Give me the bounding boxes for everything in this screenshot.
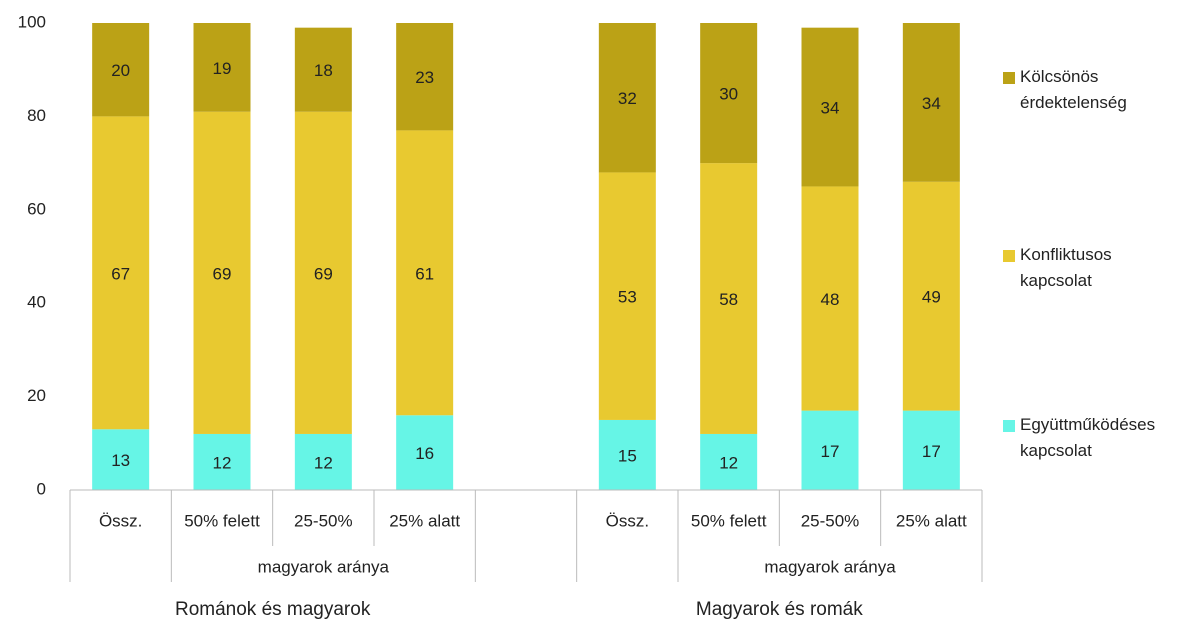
data-label: 17 bbox=[821, 442, 840, 461]
x-tick-label: Össz. bbox=[606, 511, 649, 530]
bar-segment bbox=[700, 433, 758, 490]
bar-segment bbox=[396, 130, 454, 416]
data-label: 23 bbox=[415, 68, 434, 87]
x-tick-label: 25% alatt bbox=[896, 511, 967, 530]
data-label: 34 bbox=[821, 99, 840, 118]
bar-segment bbox=[193, 23, 251, 112]
data-label: 30 bbox=[719, 85, 738, 104]
data-label: 53 bbox=[618, 288, 637, 307]
data-label: 17 bbox=[922, 442, 941, 461]
bar-segment bbox=[294, 27, 352, 112]
data-label: 34 bbox=[922, 94, 941, 113]
data-label: 15 bbox=[618, 446, 637, 465]
y-tick-label: 100 bbox=[18, 12, 46, 31]
legend-swatch bbox=[1003, 72, 1015, 84]
data-label: 18 bbox=[314, 61, 333, 80]
data-label: 67 bbox=[111, 264, 130, 283]
bar-segment bbox=[902, 23, 960, 182]
bar-segment bbox=[193, 433, 251, 490]
data-label: 13 bbox=[111, 451, 130, 470]
data-label: 19 bbox=[213, 59, 232, 78]
bar-segment bbox=[396, 23, 454, 131]
data-label: 69 bbox=[213, 264, 232, 283]
data-label: 16 bbox=[415, 444, 434, 463]
bar-segment bbox=[700, 163, 758, 434]
bar-segment bbox=[598, 419, 656, 490]
bar-segment bbox=[92, 429, 150, 490]
bar-segment bbox=[92, 116, 150, 430]
legend-label: Együttműködéses kapcsolat bbox=[1020, 415, 1155, 460]
data-label: 69 bbox=[314, 264, 333, 283]
subgroup-label: magyarok aránya bbox=[764, 557, 896, 576]
data-label: 32 bbox=[618, 89, 637, 108]
y-tick-label: 80 bbox=[27, 106, 46, 125]
data-label: 61 bbox=[415, 264, 434, 283]
legend-swatch bbox=[1003, 420, 1015, 432]
bar-segment bbox=[902, 410, 960, 490]
data-label: 58 bbox=[719, 290, 738, 309]
x-tick-label: 25-50% bbox=[294, 511, 353, 530]
x-tick-label: 50% felett bbox=[691, 511, 767, 530]
x-tick-label: 50% felett bbox=[184, 511, 260, 530]
legend-label: Kölcsönös érdektelenség bbox=[1020, 67, 1127, 112]
data-label: 12 bbox=[213, 453, 232, 472]
x-tick-label: 25% alatt bbox=[389, 511, 460, 530]
y-tick-label: 20 bbox=[27, 386, 46, 405]
group-label: Románok és magyarok bbox=[175, 599, 371, 620]
bar-segment bbox=[902, 181, 960, 411]
bar-segment bbox=[700, 23, 758, 164]
data-label: 12 bbox=[314, 453, 333, 472]
group-label: Magyarok és romák bbox=[696, 599, 863, 620]
bar-segment bbox=[598, 172, 656, 420]
data-label: 12 bbox=[719, 453, 738, 472]
bar-segment bbox=[598, 23, 656, 173]
legend-swatch bbox=[1003, 250, 1015, 262]
bar-segment bbox=[801, 410, 859, 490]
y-tick-label: 0 bbox=[37, 479, 46, 498]
y-tick-label: 40 bbox=[27, 293, 46, 312]
legend-label: Konfliktusos kapcsolat bbox=[1020, 245, 1112, 290]
bar-segment bbox=[801, 186, 859, 411]
subgroup-label: magyarok aránya bbox=[258, 557, 390, 576]
data-label: 20 bbox=[111, 61, 130, 80]
y-tick-label: 60 bbox=[27, 199, 46, 218]
bar-segment bbox=[396, 415, 454, 490]
data-label: 48 bbox=[821, 290, 840, 309]
bar-segment bbox=[294, 111, 352, 434]
x-tick-label: 25-50% bbox=[801, 511, 860, 530]
bar-segment bbox=[294, 433, 352, 490]
bar-segment bbox=[801, 27, 859, 187]
data-label: 49 bbox=[922, 288, 941, 307]
bar-segment bbox=[92, 23, 150, 117]
x-tick-label: Össz. bbox=[99, 511, 142, 530]
bar-segment bbox=[193, 111, 251, 434]
